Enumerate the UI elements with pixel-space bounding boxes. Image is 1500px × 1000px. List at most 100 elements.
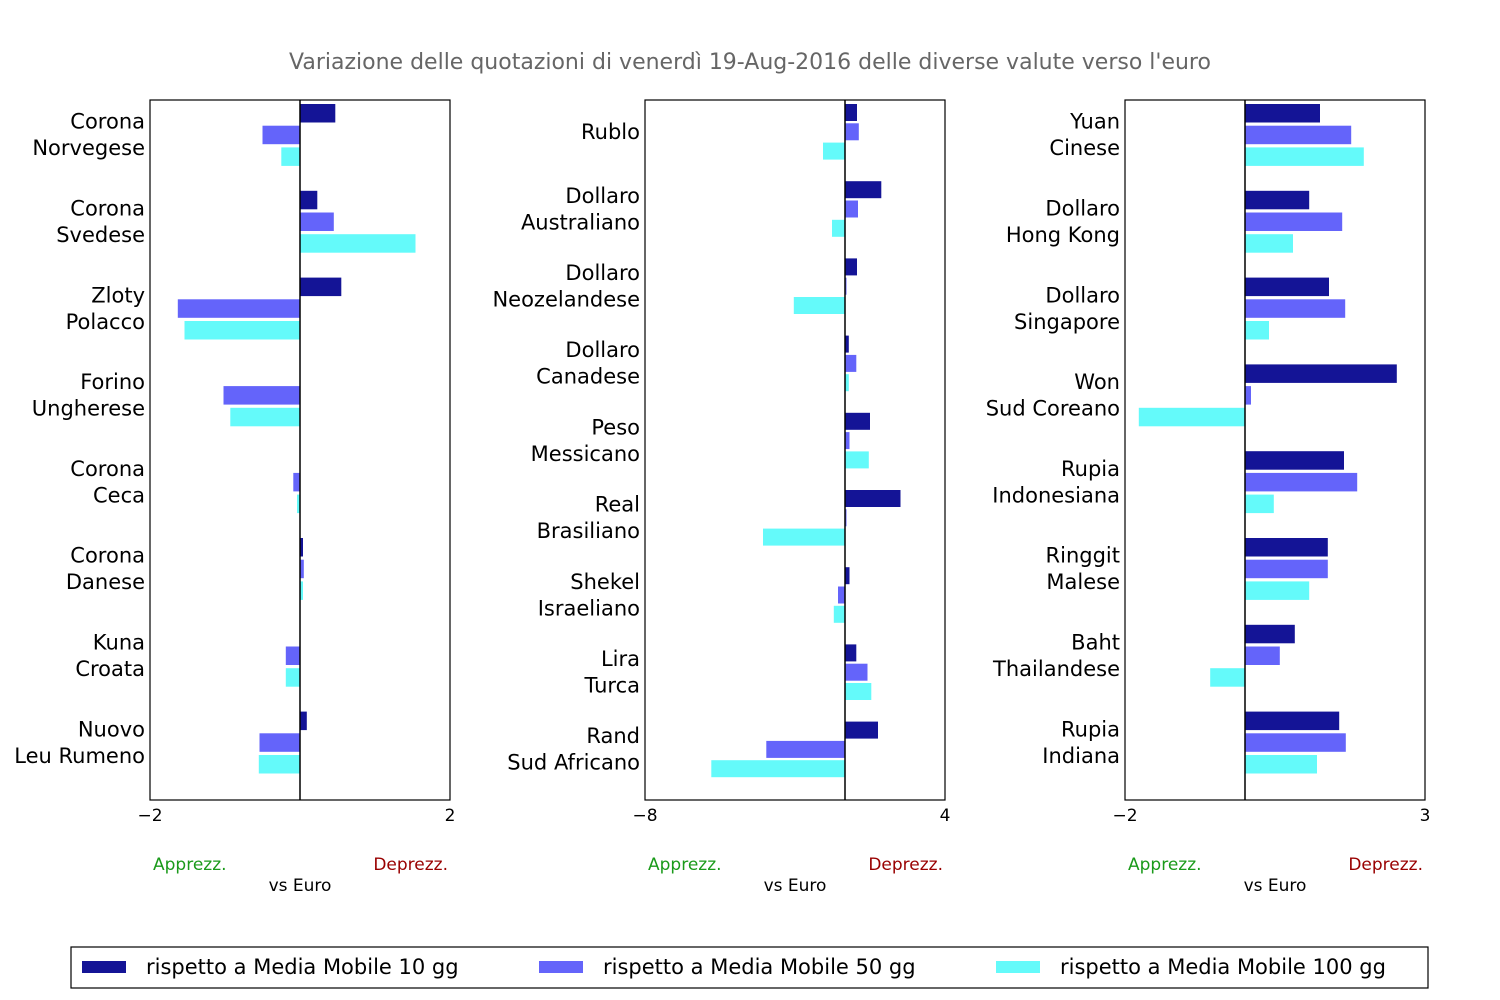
legend-swatch	[996, 961, 1040, 973]
bar	[845, 567, 850, 585]
category-label: Kuna Croata	[75, 631, 145, 682]
x-axis-label: vs Euro	[269, 876, 332, 896]
bar	[711, 760, 846, 778]
bar	[285, 646, 301, 665]
plot-frame	[1124, 99, 1426, 801]
plot-frame	[644, 99, 946, 801]
bar	[300, 538, 303, 557]
bar	[845, 123, 859, 141]
bar	[281, 147, 301, 166]
legend-item: rispetto a Media Mobile 100 gg	[996, 955, 1386, 979]
bar	[845, 683, 872, 700]
category-label: Corona Svedese	[56, 197, 145, 248]
tick-label: 3	[1420, 806, 1431, 826]
category-label: Dollaro Singapore	[1014, 283, 1120, 334]
category-label: Real Brasiliano	[537, 493, 640, 544]
category-label: Corona Norvegese	[32, 110, 145, 161]
panel-2: Rublo Dollaro Australiano Dollaro Neozelande…	[492, 99, 951, 896]
bar	[845, 490, 901, 507]
bar	[300, 581, 303, 600]
bar	[300, 190, 318, 210]
category-label: Rand Sud Africano	[507, 724, 640, 775]
panel-3: Yuan Cinese Dollaro Hong Kong Dollaro Singapo…	[986, 99, 1431, 896]
deprezz-note: Deprezz.	[1348, 855, 1423, 875]
x-axis-label: vs Euro	[764, 876, 827, 896]
bar	[230, 407, 301, 427]
category-label: Nuovo Leu Rumeno	[14, 717, 145, 768]
plot-frame	[149, 99, 451, 801]
bar	[1245, 104, 1320, 123]
tick-label: 4	[940, 806, 951, 826]
bar	[300, 711, 307, 731]
bar	[293, 472, 301, 492]
bar	[1245, 364, 1397, 383]
bar	[1245, 755, 1317, 774]
legend: rispetto a Media Mobile 10 gg rispetto a …	[70, 946, 1429, 989]
category-label: Baht Thailandese	[992, 631, 1120, 682]
category-label: Won Sud Coreano	[986, 370, 1120, 421]
bar	[1245, 212, 1343, 231]
legend-label: rispetto a Media Mobile 50 gg	[603, 955, 916, 979]
bar	[845, 181, 882, 199]
bar	[300, 559, 304, 579]
legend-frame	[70, 946, 1429, 989]
bar	[845, 644, 857, 662]
category-label: Rublo	[581, 120, 640, 144]
bar	[177, 299, 301, 318]
bar	[1245, 581, 1310, 600]
bar	[1245, 451, 1344, 470]
tick-label: 2	[445, 806, 456, 826]
category-label: Dollaro Canadese	[536, 338, 640, 389]
bar	[300, 104, 336, 123]
bar	[1245, 646, 1280, 665]
bar	[1245, 733, 1346, 752]
bar	[845, 354, 857, 372]
bar	[845, 335, 849, 353]
category-label: Dollaro Australiano	[521, 184, 640, 235]
bar	[1245, 624, 1295, 644]
bar	[1245, 386, 1251, 405]
bar	[297, 494, 300, 514]
bar	[300, 212, 334, 231]
legend-label: rispetto a Media Mobile 100 gg	[1060, 955, 1386, 979]
bar	[845, 258, 857, 276]
bar	[1245, 538, 1328, 557]
bar	[285, 668, 301, 687]
legend-swatch	[82, 961, 126, 973]
bar	[258, 755, 301, 774]
tick-label: −8	[632, 806, 657, 826]
bar	[1210, 668, 1245, 687]
bar	[833, 605, 846, 623]
category-label: Ringgit Malese	[1046, 544, 1120, 595]
bar	[1245, 472, 1358, 492]
category-label: Lira Turca	[583, 647, 640, 698]
bar	[300, 234, 416, 253]
bar	[259, 733, 300, 752]
bar	[838, 586, 845, 604]
apprezz-note: Apprezz.	[153, 855, 227, 875]
category-label: Rupia Indiana	[1042, 717, 1120, 768]
bar	[1245, 190, 1310, 210]
bar	[300, 277, 342, 297]
category-label: Forino Ungherese	[32, 370, 145, 421]
legend-item: rispetto a Media Mobile 10 gg	[82, 955, 459, 979]
bar	[1245, 234, 1293, 253]
category-label: Rupia Indonesiana	[992, 457, 1120, 508]
bar	[793, 297, 846, 314]
chart-panels: Corona Norvegese Corona Svedese Zloty Polacco…	[14, 99, 1431, 896]
bar	[1245, 559, 1328, 579]
category-label: Zloty Polacco	[66, 283, 145, 334]
category-label: Dollaro Hong Kong	[1006, 197, 1120, 248]
bar	[845, 104, 857, 121]
bar	[845, 412, 870, 430]
bar	[832, 219, 845, 237]
bar	[1245, 299, 1346, 318]
category-label: Corona Danese	[66, 544, 145, 595]
bar	[1245, 494, 1274, 514]
category-label: Yuan Cinese	[1049, 110, 1120, 161]
category-label: Shekel Israeliano	[538, 570, 640, 621]
category-label: Corona Ceca	[70, 457, 145, 508]
bar	[184, 321, 300, 340]
category-label: Peso Messicano	[531, 415, 640, 466]
